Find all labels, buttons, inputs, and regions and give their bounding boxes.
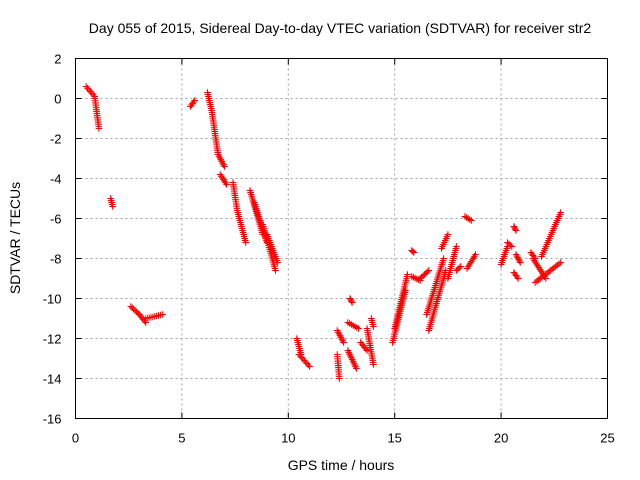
axis-ticks: 0 5 10 15 20 25 -16 -14 -12 -10 -8 -6 -4 -2 0 2 — [43, 52, 615, 446]
data-point — [409, 248, 417, 255]
data-point — [306, 363, 313, 370]
data-point — [457, 263, 464, 270]
data-point — [363, 347, 371, 354]
data-point — [404, 271, 411, 278]
data-point — [513, 273, 521, 281]
y-tick-label: -10 — [43, 292, 62, 307]
data-point — [514, 275, 522, 282]
data-point — [336, 375, 343, 382]
y-tick-label: -6 — [50, 212, 62, 227]
data-point — [444, 231, 452, 238]
data-point — [507, 241, 514, 249]
data-point — [512, 227, 520, 234]
data-point — [353, 365, 360, 372]
data-point — [95, 125, 103, 132]
data-point — [221, 163, 228, 170]
data-point — [362, 345, 370, 353]
data-point — [455, 264, 463, 272]
y-tick-label: -2 — [50, 132, 62, 147]
x-tick-label: 10 — [281, 431, 295, 446]
data-point — [410, 249, 418, 256]
chart-title: Day 055 of 2015, Sidereal Day-to-day VTE… — [89, 20, 592, 36]
data-point — [340, 339, 347, 346]
y-tick-label: -4 — [50, 172, 62, 187]
data-points — [82, 83, 564, 382]
data-point — [511, 225, 519, 233]
data-point — [516, 257, 523, 265]
data-point — [508, 243, 516, 250]
data-point — [557, 259, 564, 266]
data-point — [440, 255, 447, 262]
y-tick-label: -8 — [50, 252, 62, 267]
x-tick-label: 15 — [387, 431, 401, 446]
data-point — [190, 98, 197, 106]
y-tick-label: -12 — [43, 332, 62, 347]
data-point — [191, 97, 198, 104]
data-point — [370, 323, 377, 330]
data-point — [304, 361, 312, 369]
data-point — [424, 268, 431, 276]
data-point — [348, 299, 356, 306]
data-point — [516, 259, 524, 266]
y-axis-label: SDTVAR / TECUs — [7, 182, 23, 294]
gridlines — [75, 58, 608, 419]
data-point — [242, 239, 250, 246]
data-point — [272, 267, 279, 274]
data-point — [223, 181, 230, 188]
y-tick-label: 2 — [54, 52, 61, 67]
data-point — [370, 361, 377, 368]
data-point — [468, 217, 475, 224]
data-point — [274, 259, 281, 266]
y-tick-label: 0 — [54, 92, 61, 107]
data-point — [355, 325, 362, 332]
x-tick-label: 20 — [494, 431, 508, 446]
x-tick-label: 0 — [72, 431, 79, 446]
data-point — [453, 243, 460, 250]
data-point — [557, 209, 564, 216]
x-tick-label: 5 — [178, 431, 185, 446]
data-point — [348, 297, 355, 305]
y-tick-label: -14 — [43, 372, 62, 387]
x-axis-label: GPS time / hours — [288, 457, 395, 473]
plot-frame — [75, 58, 608, 419]
data-point — [425, 267, 433, 274]
x-tick-label: 25 — [600, 431, 614, 446]
data-point — [466, 216, 474, 223]
data-point — [159, 311, 167, 318]
y-tick-label: -16 — [43, 412, 62, 427]
data-point — [472, 251, 479, 258]
data-point — [109, 203, 117, 210]
